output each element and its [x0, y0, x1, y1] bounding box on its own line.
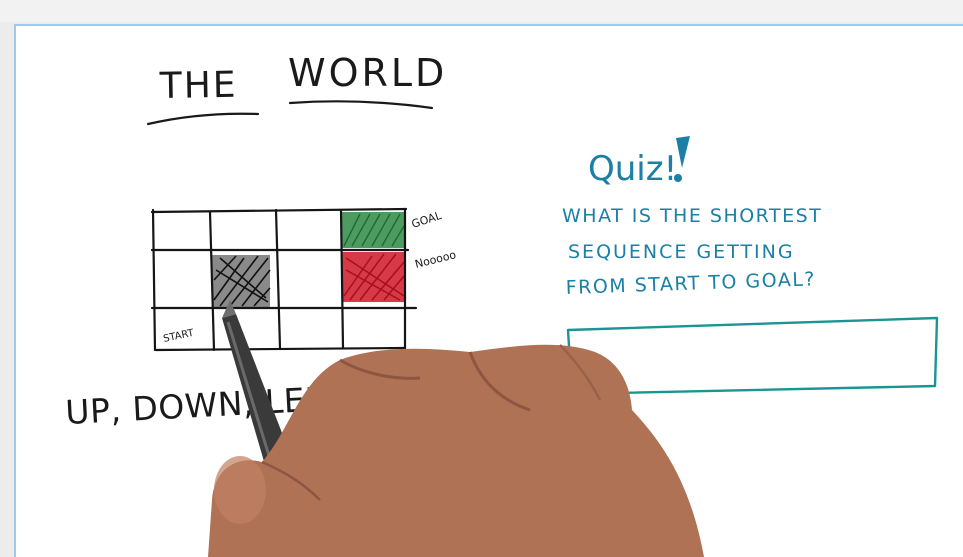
quiz-exclamation-mark [676, 136, 690, 168]
title-underline-the [146, 112, 260, 126]
quiz-exclamation-dot [674, 174, 682, 182]
hand [208, 344, 704, 557]
quiz-question-line3: FROM START TO GOAL? [565, 268, 816, 299]
bad-label: Nooooo [414, 248, 458, 271]
grid-lines [150, 207, 418, 352]
wall-cell [212, 255, 271, 307]
grid-world: GOAL Nooooo START [150, 207, 458, 352]
quiz-question-line2: SEQUENCE GETTING [568, 241, 795, 263]
title-word-the: THE [158, 65, 238, 107]
bad-cell [342, 252, 405, 302]
title-underline-world [288, 100, 434, 110]
title: THE WORLD [146, 51, 447, 126]
goal-cell [342, 212, 405, 248]
title-word-world: WORLD [288, 51, 447, 95]
goal-label: GOAL [410, 209, 444, 231]
start-label: START [162, 328, 195, 345]
hand-with-pen [208, 300, 704, 557]
quiz: Quiz! WHAT IS THE SHORTEST SEQUENCE GETT… [562, 136, 939, 396]
window-top-bar [0, 0, 963, 22]
quiz-question-line1: WHAT IS THE SHORTEST [562, 205, 822, 227]
quiz-heading: Quiz! [588, 149, 677, 189]
